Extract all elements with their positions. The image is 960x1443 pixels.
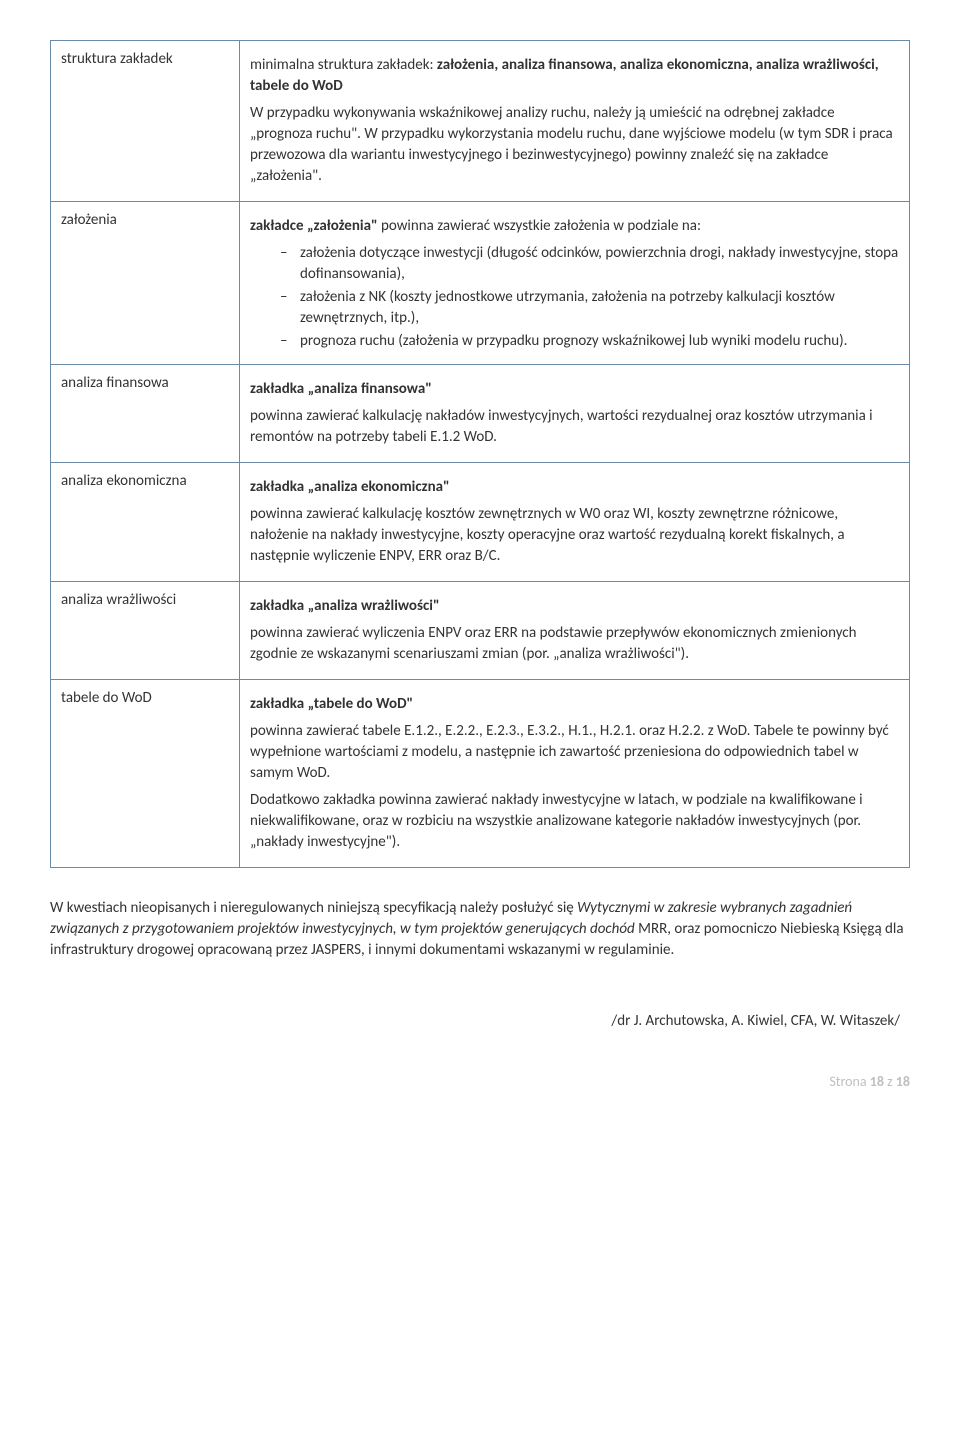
row-label: założenia: [51, 202, 240, 365]
row-label: tabele do WoD: [51, 680, 240, 868]
content-paragraph: W przypadku wykonywania wskaźnikowej ana…: [250, 103, 899, 187]
content-paragraph: powinna zawierać tabele E.1.2., E.2.2., …: [250, 721, 899, 784]
page-current: 18: [870, 1073, 884, 1090]
signature-line: /dr J. Archutowska, A. Kiwiel, CFA, W. W…: [50, 1011, 900, 1032]
text: powinna zawierać wszystkie założenia w p…: [378, 217, 701, 235]
row-content: zakładka „analiza ekonomiczna" powinna z…: [239, 463, 909, 582]
row-label: analiza wrażliwości: [51, 582, 240, 680]
footer-text: z: [884, 1073, 896, 1090]
list-item: prognoza ruchu (założenia w przypadku pr…: [280, 331, 899, 352]
bullet-list: założenia dotyczące inwestycji (długość …: [250, 243, 899, 352]
list-item: założenia z NK (koszty jednostkowe utrzy…: [280, 287, 899, 329]
table-row: struktura zakładek minimalna struktura z…: [51, 41, 910, 202]
content-paragraph: powinna zawierać wyliczenia ENPV oraz ER…: [250, 623, 899, 665]
row-content: zakładce „założenia" powinna zawierać ws…: [239, 202, 909, 365]
table-row: tabele do WoD zakładka „tabele do WoD" p…: [51, 680, 910, 868]
row-content: zakładka „analiza wrażliwości" powinna z…: [239, 582, 909, 680]
row-content: zakładka „tabele do WoD" powinna zawiera…: [239, 680, 909, 868]
row-label: analiza finansowa: [51, 365, 240, 463]
bold-text: zakładka „analiza wrażliwości": [250, 596, 899, 617]
table-row: analiza wrażliwości zakładka „analiza wr…: [51, 582, 910, 680]
content-paragraph: powinna zawierać kalkulację nakładów inw…: [250, 406, 899, 448]
page-footer: Strona 18 z 18: [50, 1072, 910, 1092]
bold-text: zakładka „analiza finansowa": [250, 379, 899, 400]
page-total: 18: [896, 1073, 910, 1090]
content-paragraph: minimalna struktura zakładek: założenia,…: [250, 55, 899, 97]
text: W kwestiach nieopisanych i nieregulowany…: [50, 899, 577, 917]
content-paragraph: powinna zawierać kalkulację kosztów zewn…: [250, 504, 899, 567]
row-label: struktura zakładek: [51, 41, 240, 202]
bold-text: zakładce „założenia": [250, 217, 378, 235]
closing-paragraph: W kwestiach nieopisanych i nieregulowany…: [50, 898, 910, 961]
content-paragraph: Dodatkowo zakładka powinna zawierać nakł…: [250, 790, 899, 853]
bold-text: zakładka „tabele do WoD": [250, 694, 899, 715]
bold-text: zakładka „analiza ekonomiczna": [250, 477, 899, 498]
table-row: założenia zakładce „założenia" powinna z…: [51, 202, 910, 365]
content-paragraph: zakładce „założenia" powinna zawierać ws…: [250, 216, 899, 237]
row-label: analiza ekonomiczna: [51, 463, 240, 582]
spec-table: struktura zakładek minimalna struktura z…: [50, 40, 910, 868]
table-row: analiza ekonomiczna zakładka „analiza ek…: [51, 463, 910, 582]
row-content: minimalna struktura zakładek: założenia,…: [239, 41, 909, 202]
row-content: zakładka „analiza finansowa" powinna zaw…: [239, 365, 909, 463]
table-row: analiza finansowa zakładka „analiza fina…: [51, 365, 910, 463]
footer-text: Strona: [829, 1073, 869, 1090]
list-item: założenia dotyczące inwestycji (długość …: [280, 243, 899, 285]
text: minimalna struktura zakładek:: [250, 56, 437, 74]
